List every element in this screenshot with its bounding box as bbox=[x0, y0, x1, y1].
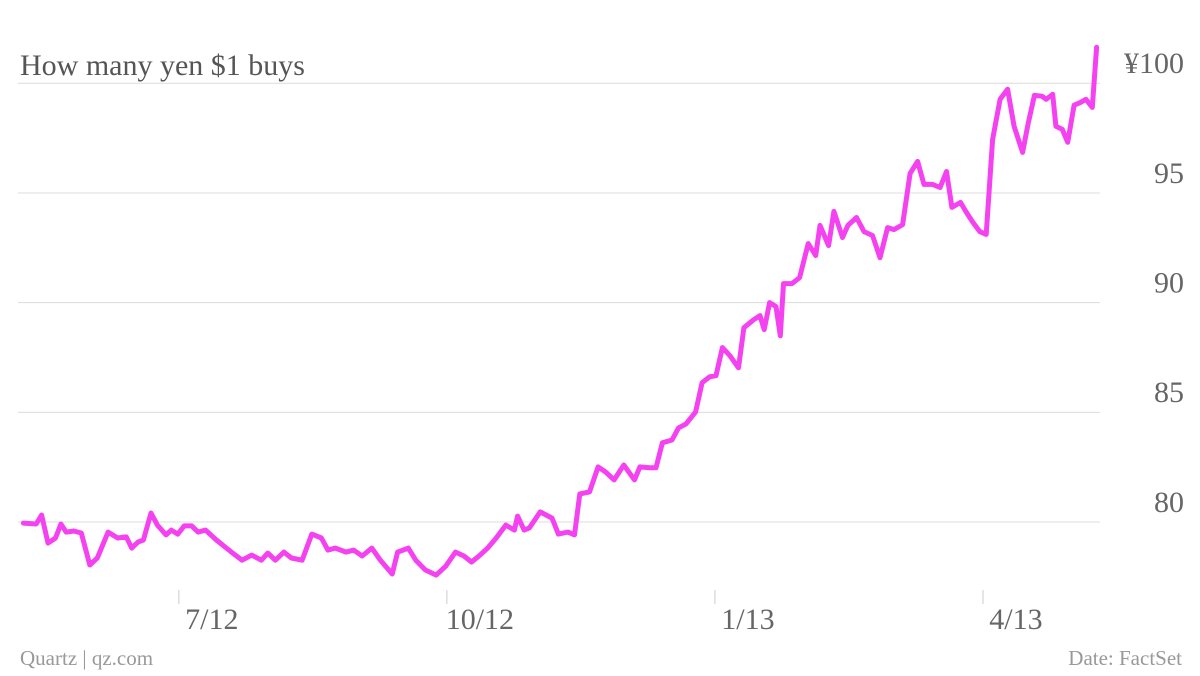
y-tick-label: 95 bbox=[1154, 157, 1184, 190]
y-tick-label: 90 bbox=[1154, 267, 1184, 300]
x-tick-label: 10/12 bbox=[446, 603, 514, 636]
y-tick-label: 85 bbox=[1154, 376, 1184, 409]
x-tick-label: 4/13 bbox=[989, 603, 1042, 636]
data-line bbox=[20, 44, 1100, 578]
y-tick-label: ¥100 bbox=[1124, 47, 1184, 80]
credit: Quartz | qz.com bbox=[20, 646, 153, 670]
chart-title: How many yen $1 buys bbox=[20, 49, 305, 82]
y-tick-label: 80 bbox=[1154, 486, 1184, 519]
x-tick-label: 1/13 bbox=[721, 603, 774, 636]
x-tick-label: 7/12 bbox=[185, 603, 238, 636]
source: Date: FactSet bbox=[1068, 646, 1182, 670]
